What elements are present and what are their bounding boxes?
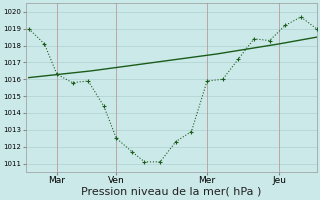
X-axis label: Pression niveau de la mer( hPa ): Pression niveau de la mer( hPa ) <box>81 187 261 197</box>
